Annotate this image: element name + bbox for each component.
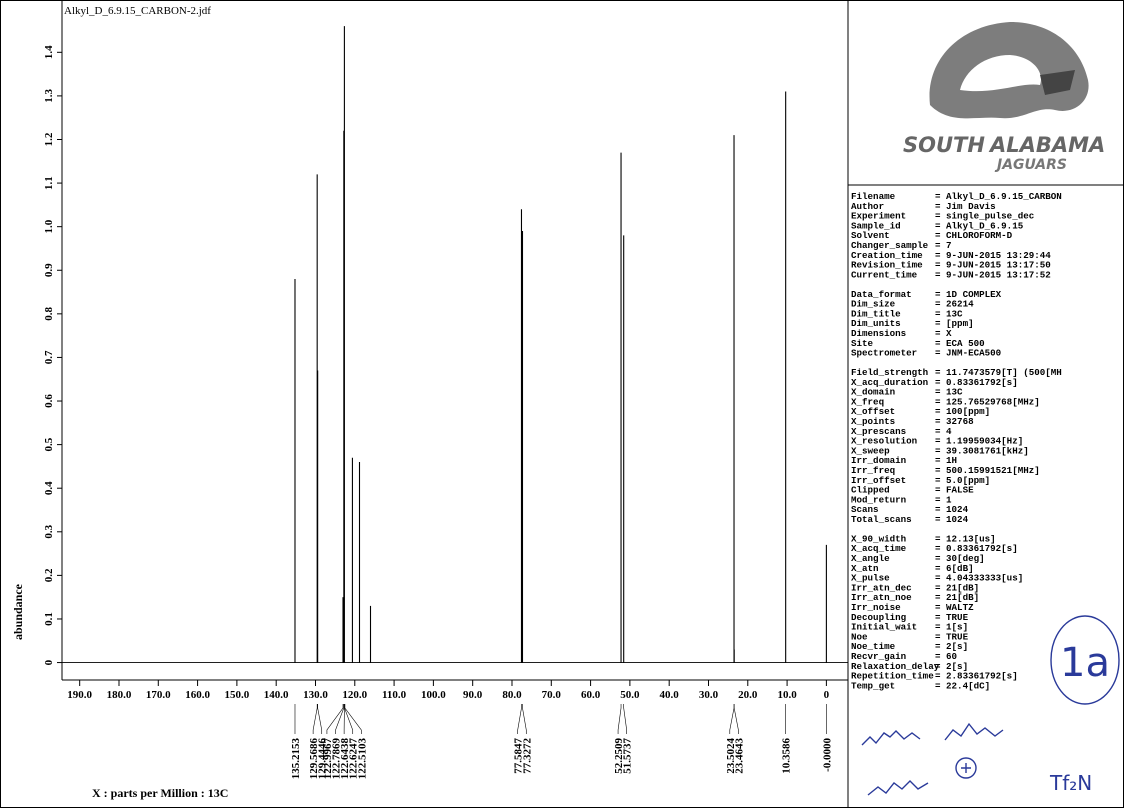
y-tick-label: 0.9 xyxy=(43,263,55,277)
logo-team: JAGUARS xyxy=(994,157,1067,173)
param-value: = 9-JUN-2015 13:17:52 xyxy=(935,269,1051,280)
page: NMR spectrum {"chart_data": { "type": "s… xyxy=(0,0,1124,808)
logo-text-1: SOUTH xyxy=(903,133,985,157)
y-tick-label: 0.6 xyxy=(43,394,55,408)
x-tick-label: 110.0 xyxy=(382,689,407,701)
x-tick-label: 40.0 xyxy=(660,689,680,701)
param-key: Current_time xyxy=(851,269,918,280)
peak-label: 10.3586 xyxy=(781,738,793,774)
y-tick-label: 0.4 xyxy=(43,481,55,495)
x-tick-label: 30.0 xyxy=(699,689,719,701)
y-tick-label: 0.8 xyxy=(43,306,55,320)
y-tick-label: 0.2 xyxy=(43,568,55,582)
x-tick-label: 130.0 xyxy=(303,689,328,701)
y-tick-label: 1.2 xyxy=(43,132,55,146)
y-tick-label: 0.7 xyxy=(43,350,55,364)
param-value: = 1024 xyxy=(935,514,969,525)
param-value: = 22.4[dC] xyxy=(935,680,990,691)
anion-note: Tf₂N xyxy=(1049,771,1092,795)
y-tick-label: 1.3 xyxy=(43,89,55,103)
x-axis-label: X : parts per Million : 13C xyxy=(92,786,228,800)
x-tick-label: 10.0 xyxy=(777,689,797,701)
x-tick-label: 170.0 xyxy=(146,689,171,701)
x-tick-label: 0 xyxy=(824,689,830,701)
y-tick-label: 1.4 xyxy=(43,45,55,59)
y-tick-label: 0.5 xyxy=(43,437,55,451)
x-tick-label: 190.0 xyxy=(67,689,92,701)
peak-label: 122.5103 xyxy=(356,738,368,780)
compound-number: 1a xyxy=(1060,640,1110,686)
peak-label: 23.4643 xyxy=(733,738,745,774)
param-key: Total_scans xyxy=(851,514,912,525)
param-key: Temp_get xyxy=(851,680,895,691)
y-tick-label: 1.0 xyxy=(43,219,55,233)
x-tick-label: 150.0 xyxy=(225,689,250,701)
y-tick-label: 1.1 xyxy=(43,176,55,190)
body: Alkyl_D_6.9.15_CARBON-2.jdf abundance X … xyxy=(0,0,1124,808)
peak-label: 51.5737 xyxy=(622,738,634,774)
param-key: Spectrometer xyxy=(851,348,917,359)
peak-label: -0.0000 xyxy=(821,738,833,772)
x-tick-label: 90.0 xyxy=(463,689,483,701)
y-axis-label: abundance xyxy=(11,583,25,640)
x-tick-label: 20.0 xyxy=(738,689,758,701)
x-tick-label: 160.0 xyxy=(185,689,210,701)
printout: Alkyl_D_6.9.15_CARBON-2.jdf abundance X … xyxy=(0,0,1124,808)
x-tick-label: 140.0 xyxy=(264,689,289,701)
y-tick-label: 0.1 xyxy=(43,612,55,626)
logo-text-2: ALABAMA xyxy=(988,133,1105,157)
x-tick-label: 120.0 xyxy=(342,689,367,701)
chart-title: Alkyl_D_6.9.15_CARBON-2.jdf xyxy=(64,5,211,17)
x-tick-label: 70.0 xyxy=(542,689,562,701)
x-tick-label: 180.0 xyxy=(107,689,132,701)
x-tick-label: 80.0 xyxy=(502,689,522,701)
y-tick-label: 0 xyxy=(43,659,55,665)
y-tick-label: 0.3 xyxy=(43,524,55,538)
x-tick-label: 100.0 xyxy=(421,689,446,701)
x-tick-label: 50.0 xyxy=(620,689,640,701)
x-tick-label: 60.0 xyxy=(581,689,601,701)
peak-label: 135.2153 xyxy=(290,738,302,780)
peak-label: 77.3272 xyxy=(521,738,533,774)
param-value: = JNM-ECA500 xyxy=(935,348,1001,359)
